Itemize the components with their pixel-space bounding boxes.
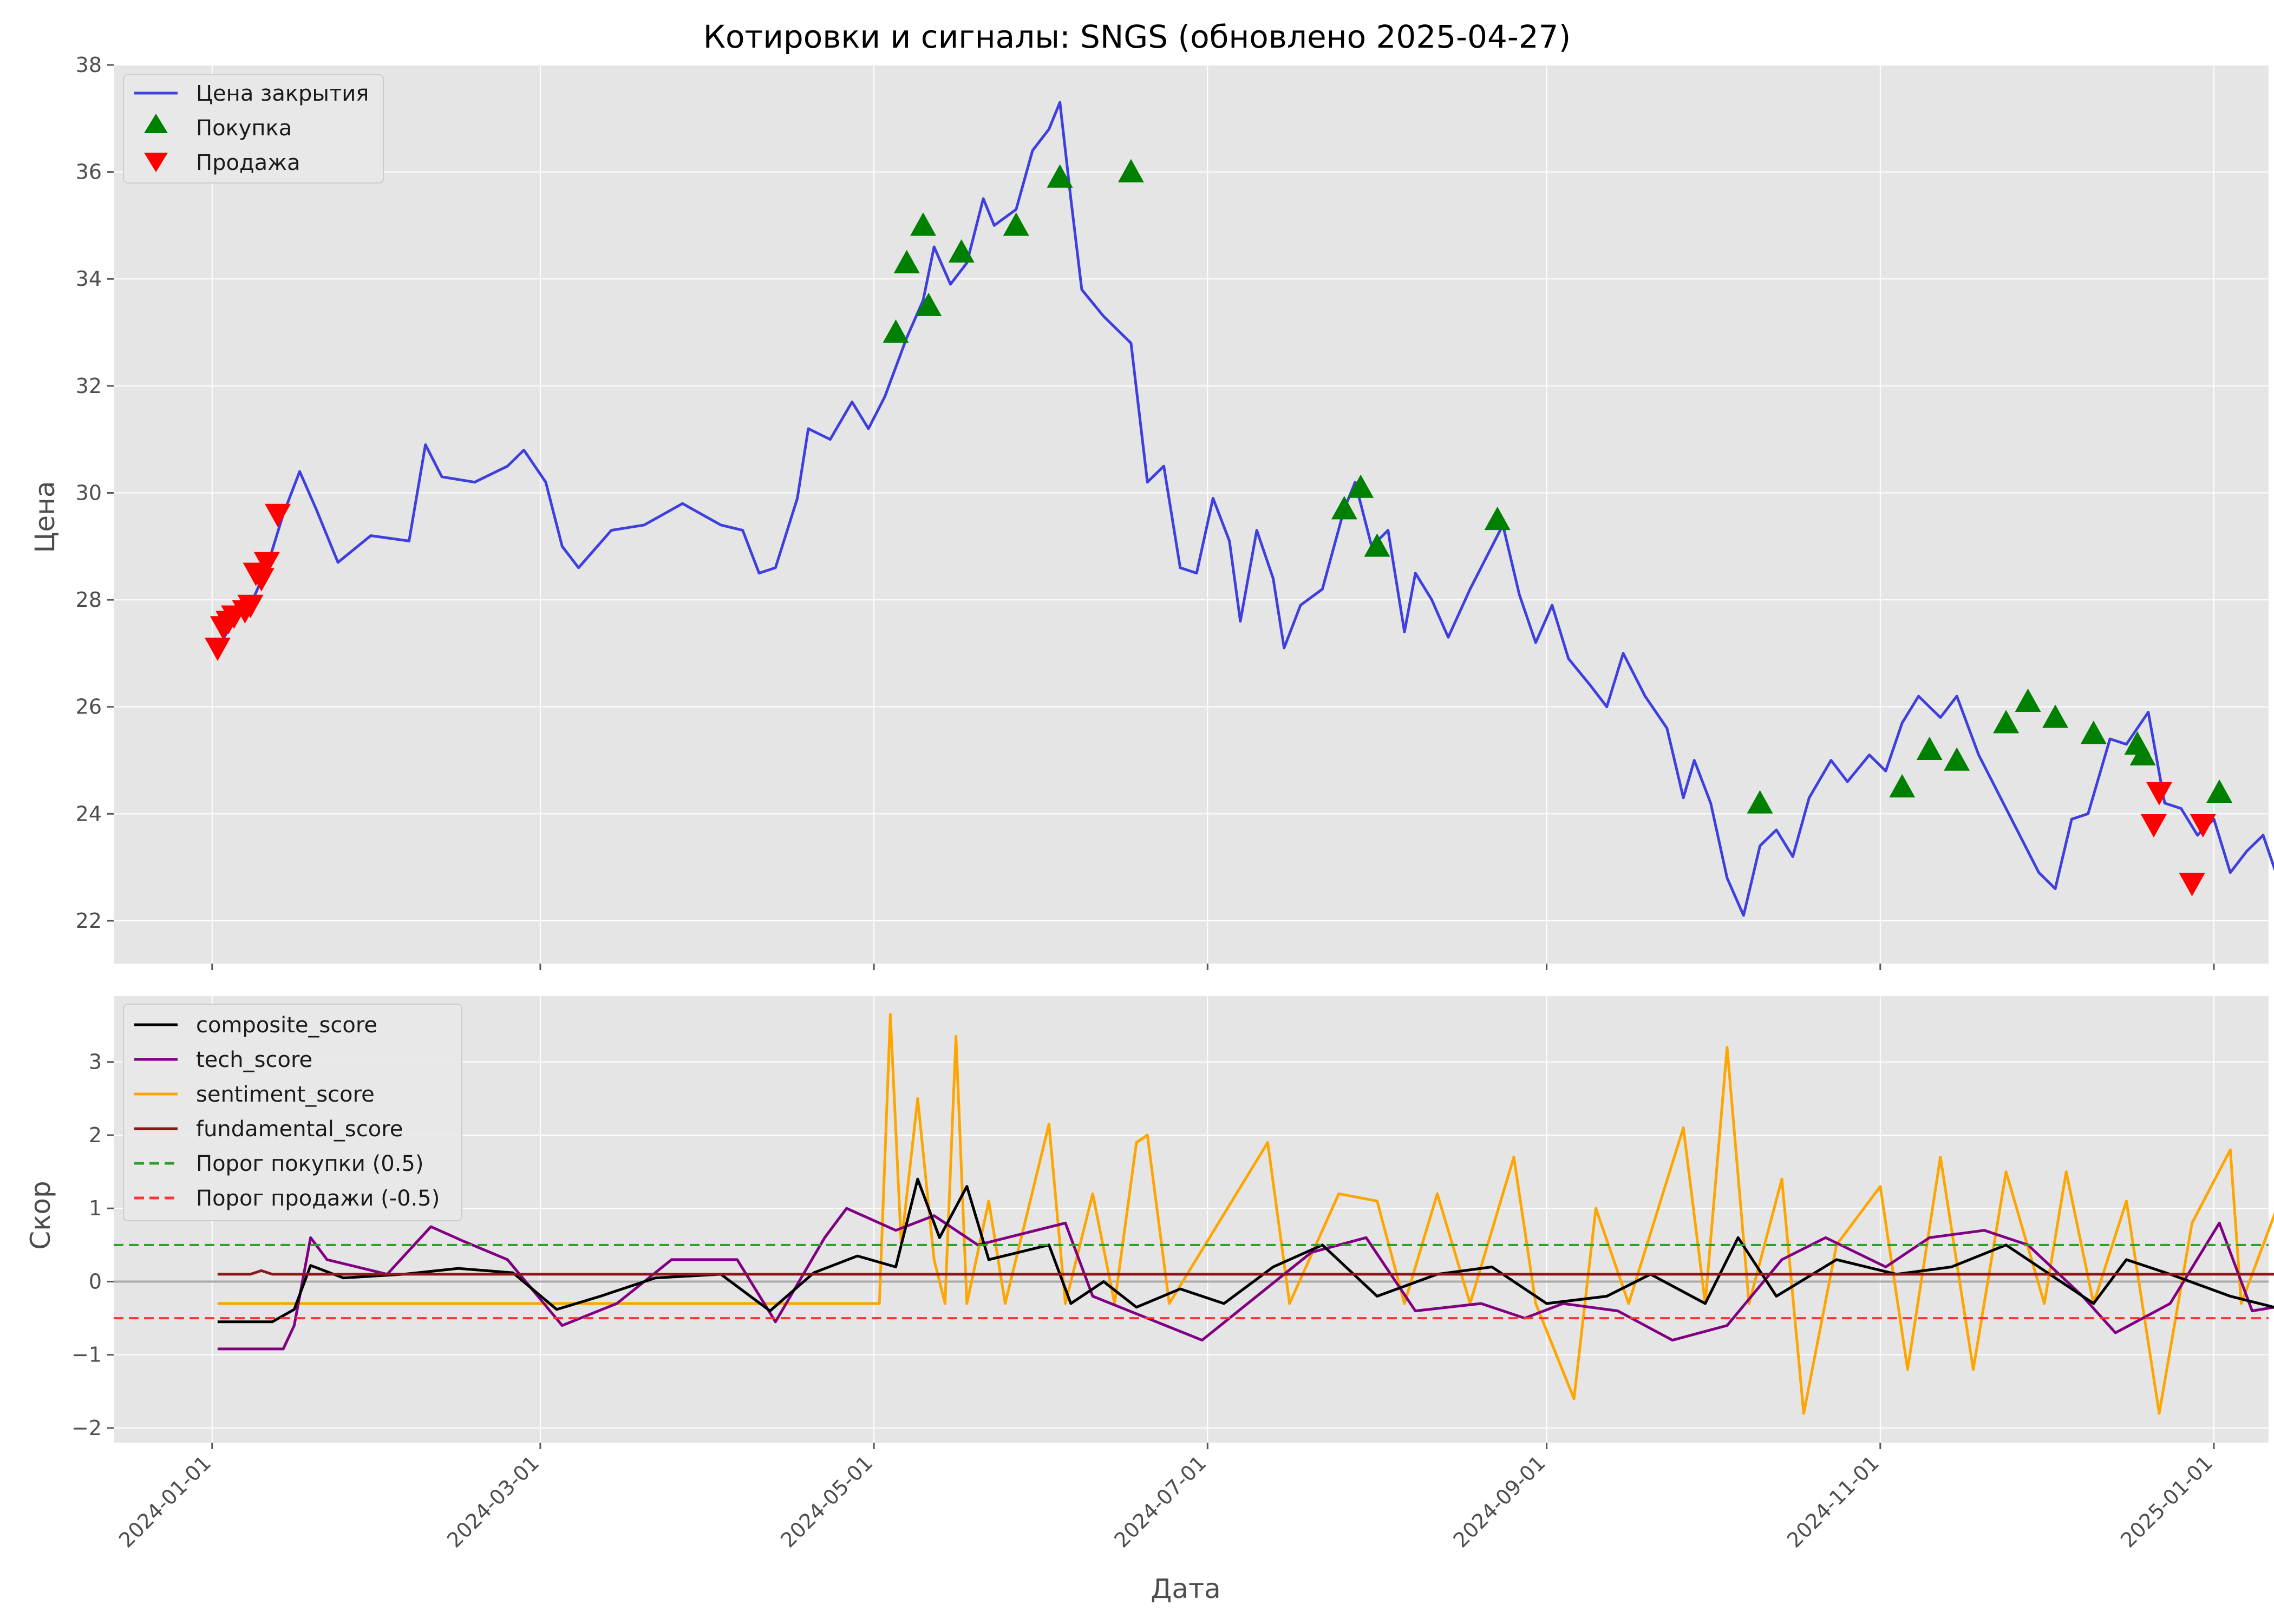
price-y-tick-label: 30 <box>76 481 102 505</box>
score-legend: composite_score tech_score sentiment_score… <box>123 1004 462 1221</box>
buy-signal-marker <box>883 319 909 343</box>
buy-signal-marker <box>1993 710 2020 734</box>
price-y-tick-label: 34 <box>76 267 102 291</box>
x-tick-label: 2024-05-01 <box>776 1451 877 1552</box>
score-legend-label: Порог покупки (0.5) <box>196 1151 423 1176</box>
buy-signal-marker <box>1484 506 1511 531</box>
price-y-tick-label: 32 <box>76 374 102 398</box>
sell-signal-marker <box>2179 873 2205 896</box>
buy-signal-marker <box>2080 721 2107 744</box>
sell-signal-marker <box>204 637 231 662</box>
x-tick-label: 2024-09-01 <box>1449 1451 1550 1552</box>
score-y-tick-label: 1 <box>89 1196 102 1220</box>
buy-signal-marker <box>1003 212 1029 236</box>
price-ylabel: Цена <box>29 481 61 553</box>
sell-signal-marker <box>2190 814 2216 838</box>
price-legend-box <box>123 74 384 184</box>
score-legend-label: Порог продажи (-0.5) <box>196 1186 440 1211</box>
price-y-tick-label: 36 <box>76 160 102 184</box>
score-y-tick-label: 2 <box>89 1123 102 1147</box>
legend-price-label: Цена закрытия <box>196 81 369 106</box>
buy-signal-marker <box>1747 790 1773 814</box>
buy-signal-marker <box>2042 704 2069 728</box>
score-y-tick-label: −1 <box>71 1343 102 1367</box>
score-y-tick-label: 3 <box>89 1050 102 1074</box>
x-axis-label: Дата <box>1151 1573 1220 1605</box>
x-tick-label: 2025-01-01 <box>2116 1451 2217 1552</box>
buy-signal-marker <box>1889 774 1916 798</box>
buy-signal-marker <box>1916 736 1943 760</box>
fundamental_score-line <box>217 1269 2274 1276</box>
score-legend-label: tech_score <box>196 1047 312 1072</box>
x-tick-label: 2024-03-01 <box>442 1451 544 1552</box>
score-legend-label: composite_score <box>196 1013 377 1038</box>
sell-signal-marker <box>2140 814 2167 838</box>
price-y-tick-label: 24 <box>76 802 102 826</box>
price-legend: Цена закрытия Покупка Продажа <box>123 74 384 184</box>
score-legend-box <box>123 1004 462 1221</box>
price-y-tick-label: 38 <box>76 53 102 77</box>
score-panel: −2 −1 0 1 2 3 2024-01-01 2024-03-01 2024-05-01 20… <box>71 996 2274 1553</box>
sell-signal-marker <box>253 552 280 575</box>
legend-sell-swatch <box>144 153 168 172</box>
legend-buy-label: Покупка <box>196 116 292 141</box>
score-ylabel: Скор <box>25 1181 56 1249</box>
sell-signal-marker <box>248 568 275 592</box>
sell-signal-marker <box>237 594 264 618</box>
buy-signal-marker <box>1331 496 1357 520</box>
legend-sell-label: Продажа <box>196 150 300 175</box>
sell-signal-marker <box>265 503 291 527</box>
score-plot-area <box>114 996 2269 1443</box>
buy-signal-marker <box>1944 747 1970 771</box>
price-plot-area <box>114 65 2269 964</box>
x-tick-label: 2024-11-01 <box>1782 1451 1884 1552</box>
score-y-tick-label: −2 <box>71 1416 102 1440</box>
buy-signal-marker <box>2129 742 2156 765</box>
composite_score-line <box>217 1177 2274 1324</box>
buy-signal-marker <box>948 239 975 263</box>
score-y-tick-label: 0 <box>89 1269 102 1293</box>
price-y-tick-label: 28 <box>76 588 102 612</box>
buy-signal-marker <box>893 250 920 273</box>
buy-signal-marker <box>2015 688 2041 712</box>
price-panel: 22 24 26 28 30 32 34 36 38 Цена закрытия Покупка Пр… <box>76 53 2274 970</box>
buy-signal-marker <box>1348 474 1374 498</box>
sell-signal-marker <box>2146 782 2172 806</box>
buy-signal-marker <box>1364 533 1390 557</box>
price-y-tick-label: 26 <box>76 695 102 719</box>
score-legend-label: fundamental_score <box>196 1117 403 1142</box>
buy-signal-marker <box>1047 164 1073 188</box>
buy-signal-marker <box>916 292 942 316</box>
chart-title: Котировки и сигналы: SNGS (обновлено 202… <box>703 18 1571 55</box>
score-legend-label: sentiment_score <box>196 1082 375 1107</box>
legend-buy-swatch <box>144 114 168 133</box>
x-tick-label: 2024-01-01 <box>114 1451 215 1552</box>
x-tick-label: 2024-07-01 <box>1109 1451 1211 1552</box>
buy-signal-marker <box>1118 159 1144 182</box>
buy-signal-marker <box>2206 779 2233 803</box>
price-y-tick-label: 22 <box>76 909 102 933</box>
buy-signal-marker <box>910 212 937 236</box>
